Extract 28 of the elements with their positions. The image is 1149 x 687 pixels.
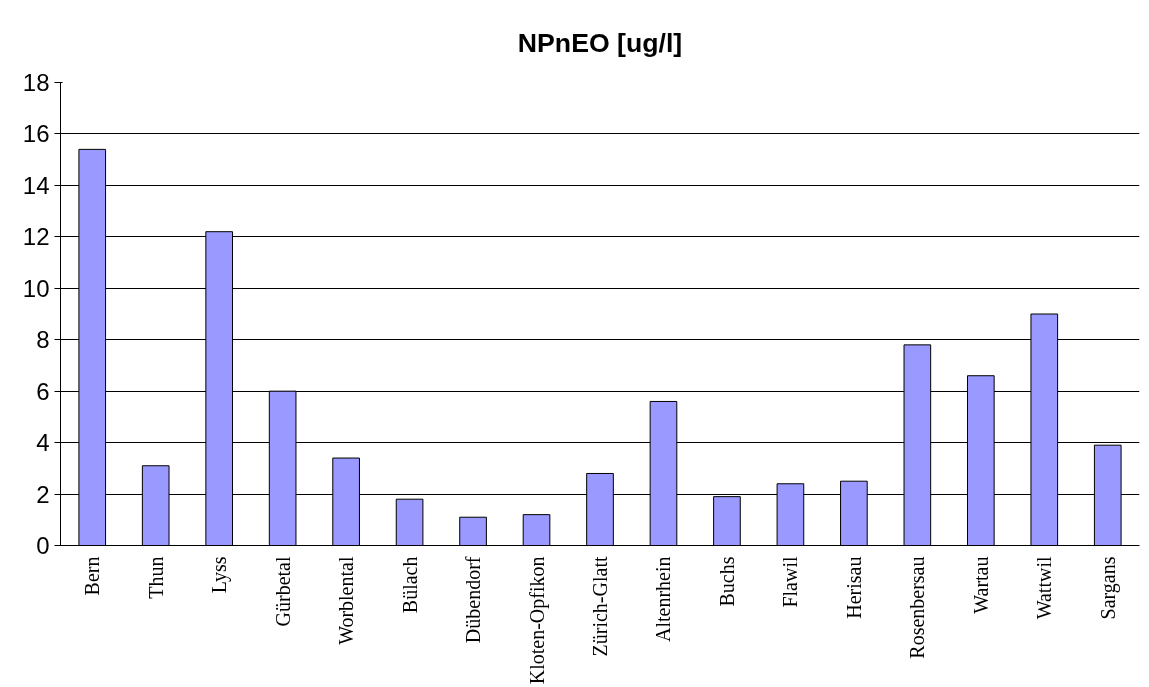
y-tick-label: 6 bbox=[36, 377, 50, 405]
x-tick-label: Wattwil bbox=[1033, 556, 1056, 620]
x-tick-label: Wartau bbox=[969, 556, 992, 614]
x-tick-label: Bern bbox=[81, 556, 104, 596]
x-tick-label: Herisau bbox=[842, 556, 865, 619]
x-tick-label: Lyss bbox=[208, 556, 232, 594]
x-tick-label: Bülach bbox=[398, 556, 421, 614]
chart-title: NPnEO [ug/l] bbox=[517, 27, 683, 58]
y-tick-label: 4 bbox=[36, 429, 50, 457]
x-tick-label: Flawil bbox=[779, 556, 802, 608]
y-tick-label: 2 bbox=[36, 480, 50, 508]
y-tick-label: 18 bbox=[22, 69, 50, 96]
x-tick-label: Kloten-Opfikon bbox=[525, 556, 549, 685]
y-tick-label: 8 bbox=[36, 326, 50, 354]
x-tick-label: Rosenbersau bbox=[906, 556, 929, 659]
y-tick-label: 12 bbox=[22, 223, 50, 251]
x-tick-label: Altenrhein bbox=[652, 556, 675, 643]
x-tick-label: Thun bbox=[144, 556, 167, 599]
y-tick-label: 0 bbox=[36, 532, 50, 559]
x-tick-label: Gürbetal bbox=[271, 556, 294, 627]
x-tick-label: Dübendorf bbox=[462, 556, 485, 644]
x-tick-label: Worblental bbox=[335, 556, 358, 645]
y-tick-label: 10 bbox=[22, 274, 50, 302]
y-tick-label: 16 bbox=[22, 120, 50, 148]
x-tick-label: Sargans bbox=[1096, 556, 1120, 620]
x-tick-label: Buchs bbox=[715, 556, 738, 607]
y-tick-label: 14 bbox=[22, 171, 50, 199]
x-tick-label: Zürich-Glatt bbox=[589, 556, 611, 657]
